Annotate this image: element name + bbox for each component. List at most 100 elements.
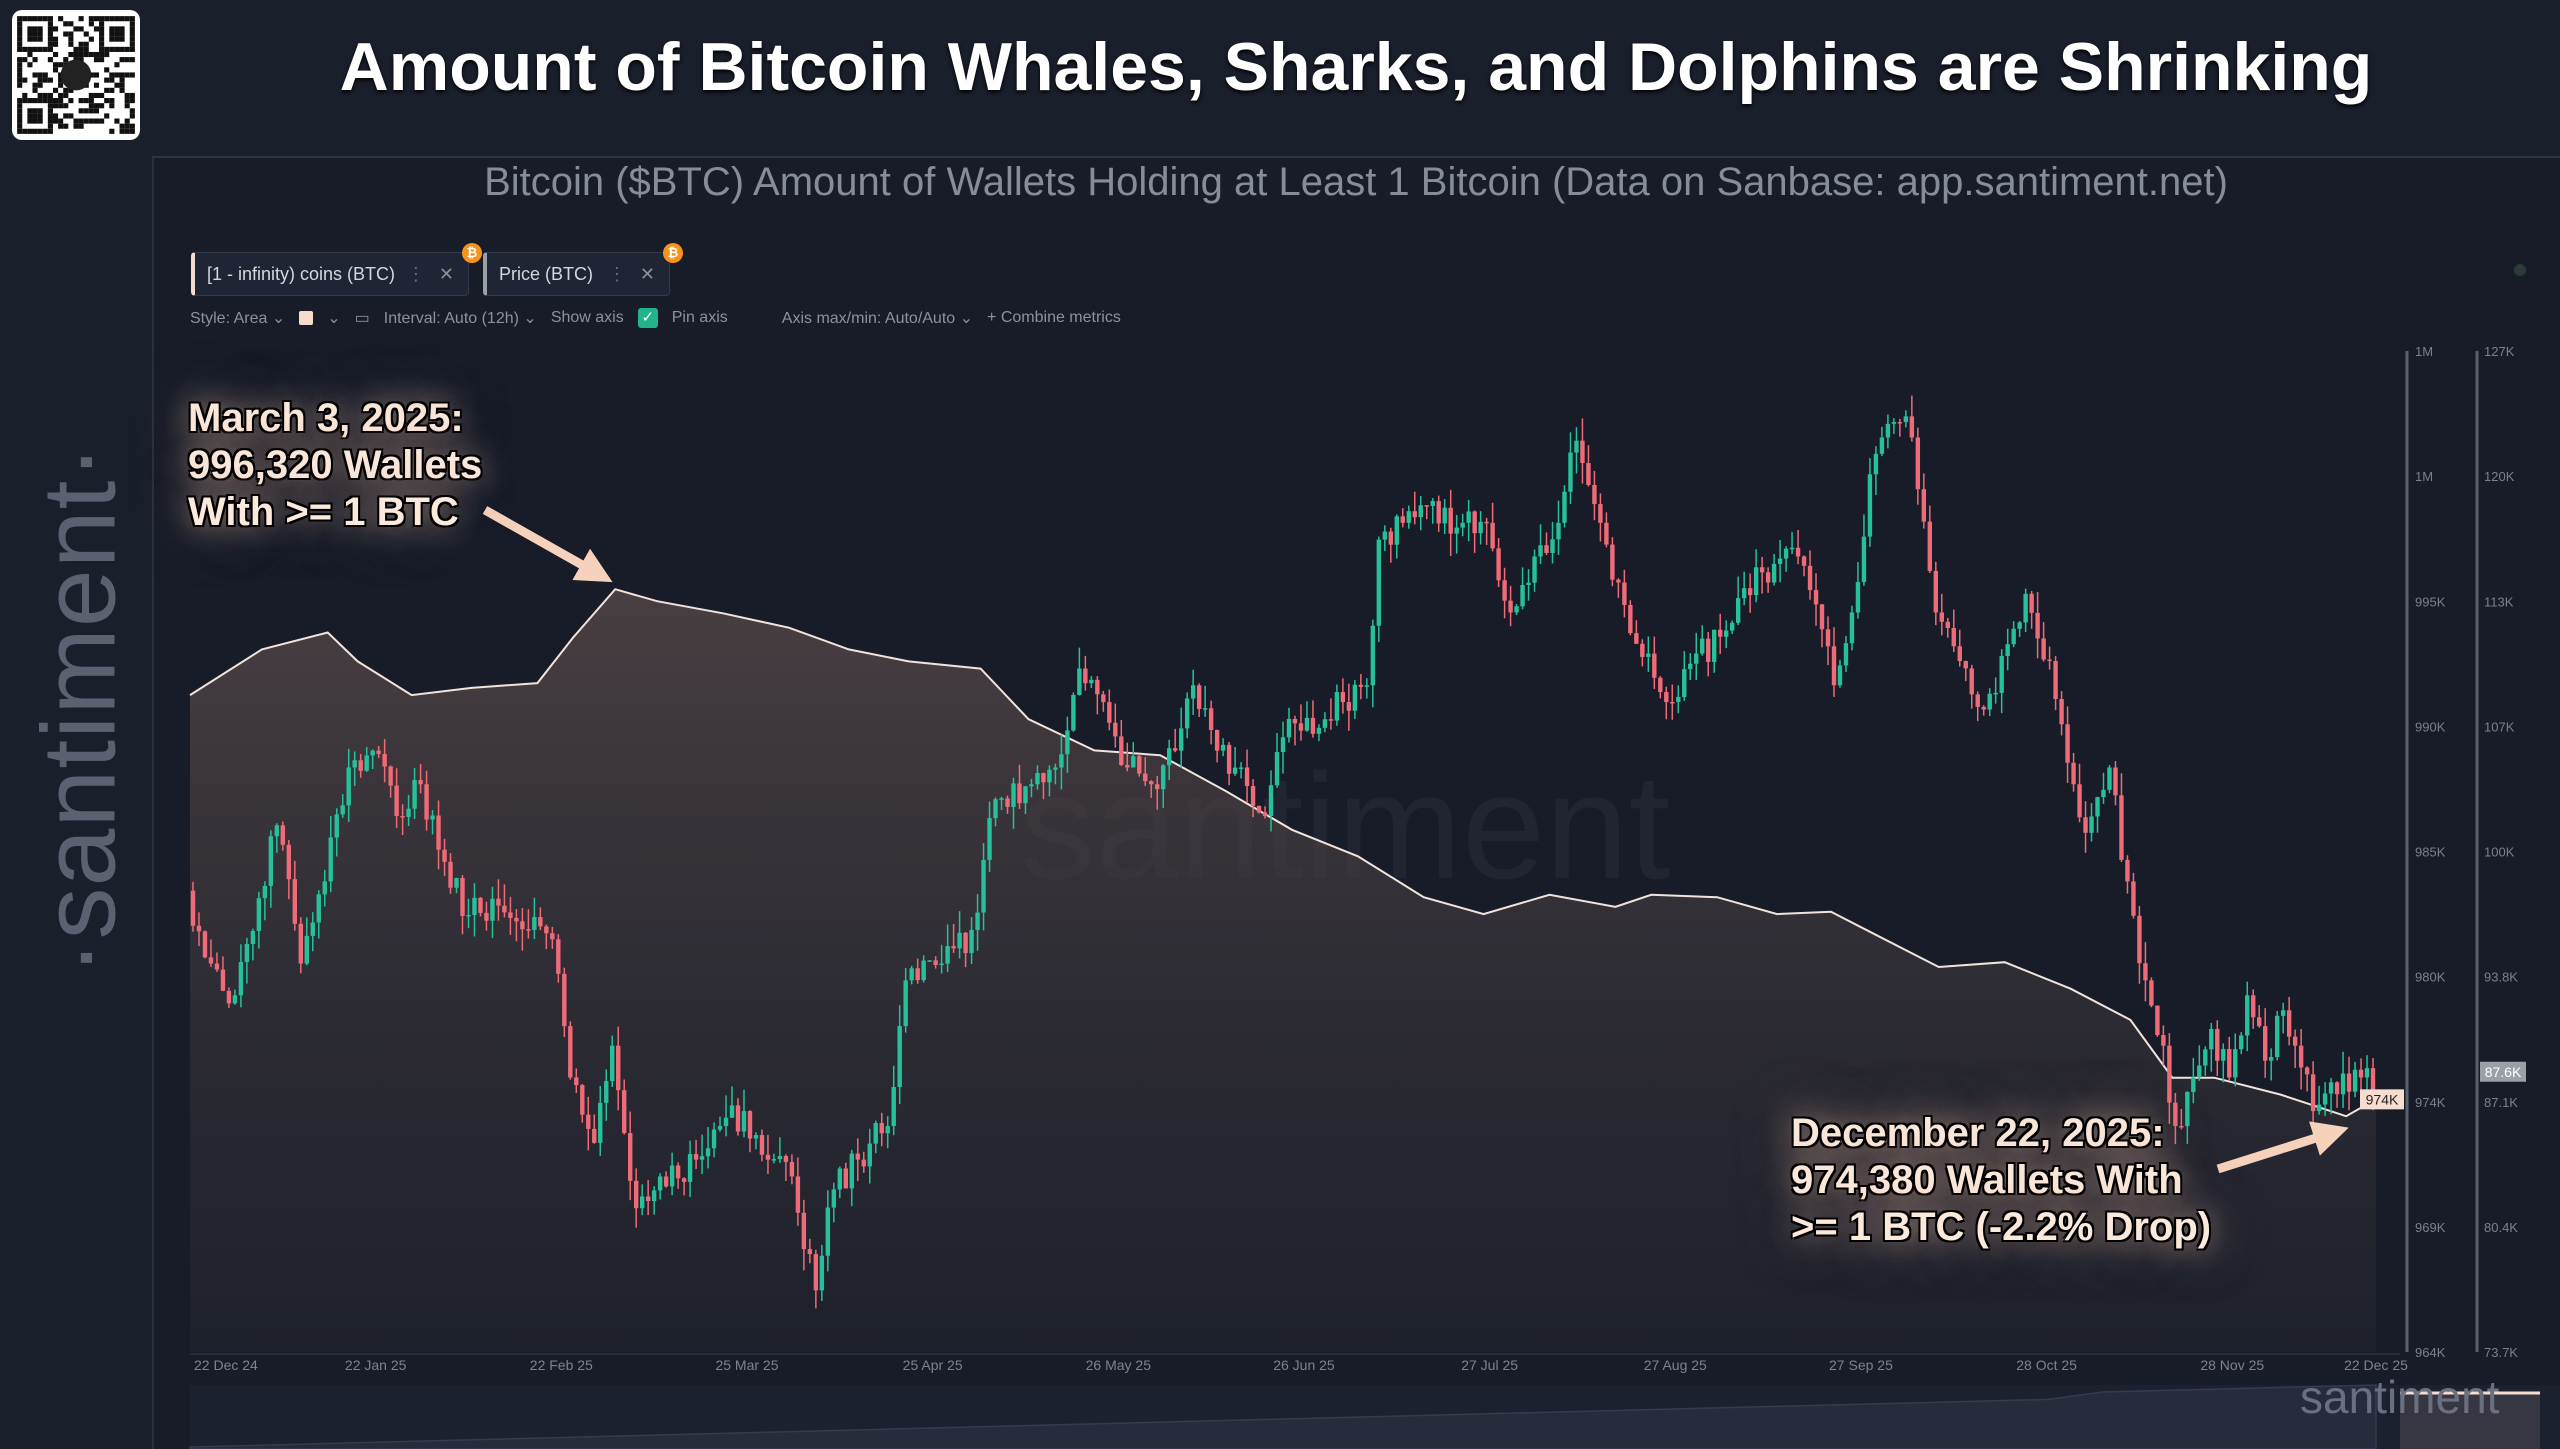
x-axis-tick-label: 25 Apr 25 bbox=[903, 1357, 963, 1373]
price-candle bbox=[622, 1079, 627, 1135]
price-candle bbox=[532, 897, 537, 940]
candle-body bbox=[981, 859, 986, 913]
candle-body bbox=[346, 767, 351, 806]
price-candle bbox=[1226, 742, 1232, 786]
pin-axis-toggle[interactable]: Pin axis bbox=[671, 309, 728, 326]
calendar-icon: ▭ bbox=[354, 310, 370, 327]
candle-body bbox=[478, 897, 483, 913]
x-axis-tick-label: 22 Dec 25 bbox=[2344, 1357, 2408, 1373]
candle-body bbox=[1484, 521, 1489, 524]
candle-body bbox=[1346, 702, 1352, 711]
candle-body bbox=[2274, 1015, 2280, 1058]
candle-body bbox=[214, 963, 220, 970]
candle-body bbox=[1586, 463, 1591, 485]
navigator-selection-handle[interactable] bbox=[2400, 1392, 2540, 1449]
price-candle bbox=[436, 800, 441, 870]
candle-body bbox=[1831, 646, 1837, 686]
candle-body bbox=[975, 912, 980, 930]
price-candle bbox=[873, 1120, 878, 1154]
price-candle bbox=[1442, 499, 1447, 535]
candle-body bbox=[2059, 698, 2064, 725]
price-candle bbox=[1825, 616, 1831, 666]
price-candle bbox=[1322, 712, 1328, 733]
price-candle bbox=[879, 1112, 884, 1147]
candle-body bbox=[466, 914, 471, 917]
close-icon[interactable]: ✕ bbox=[639, 263, 655, 284]
candle-body bbox=[2245, 995, 2250, 1036]
more-options-icon[interactable]: ⋮ bbox=[607, 263, 626, 284]
candle-body bbox=[238, 962, 244, 996]
candle-body bbox=[1005, 798, 1010, 807]
candle-body bbox=[2358, 1069, 2364, 1078]
combine-metrics-button[interactable]: + Combine metrics bbox=[987, 309, 1121, 327]
candle-body bbox=[1759, 567, 1765, 573]
annotation-latest: December 22, 2025: 974,380 Wallets With … bbox=[1791, 1110, 2211, 1251]
candle-body bbox=[759, 1135, 765, 1155]
candle-body bbox=[1328, 719, 1334, 721]
price-candle bbox=[1196, 683, 1202, 717]
price-candle bbox=[286, 839, 292, 900]
color-swatch[interactable] bbox=[299, 311, 314, 325]
sidebar bbox=[0, 0, 154, 1449]
chevron-down-icon[interactable]: ⌄ bbox=[327, 310, 341, 327]
show-axis-checkbox[interactable]: ✓ bbox=[637, 308, 658, 328]
candle-body bbox=[945, 946, 950, 964]
price-candle bbox=[544, 924, 549, 950]
candle-body bbox=[1454, 527, 1459, 534]
candle-body bbox=[2053, 661, 2058, 699]
style-dropdown[interactable]: Style: Area ⌄ bbox=[190, 308, 285, 328]
price-candle bbox=[2346, 1056, 2352, 1111]
price-candle bbox=[1891, 418, 1897, 434]
candle-body bbox=[2131, 881, 2136, 916]
candle-body bbox=[1646, 653, 1651, 657]
candle-body bbox=[1861, 536, 1867, 583]
price-candle bbox=[915, 958, 920, 984]
candle-body bbox=[1149, 781, 1154, 785]
candle-body bbox=[2328, 1082, 2334, 1094]
candle-body bbox=[1466, 511, 1471, 523]
tab-wallets-metric[interactable]: [1 - infinity) coins (BTC) ⋮ ✕ ₿ bbox=[191, 243, 482, 296]
price-candle bbox=[2233, 1033, 2238, 1087]
tab-label: Price (BTC) bbox=[499, 263, 593, 284]
candle-body bbox=[699, 1156, 705, 1160]
left-axis-tick-label: 995K bbox=[2415, 594, 2446, 609]
more-options-icon[interactable]: ⋮ bbox=[406, 263, 425, 284]
price-candle bbox=[1304, 701, 1310, 732]
candle-body bbox=[1837, 665, 1843, 686]
price-candle bbox=[2203, 1046, 2208, 1077]
candle-body bbox=[657, 1176, 663, 1191]
candle-body bbox=[1202, 708, 1208, 710]
tab-price-metric[interactable]: Price (BTC) ⋮ ✕ ₿ bbox=[483, 243, 683, 296]
price-candle bbox=[1927, 505, 1933, 574]
close-icon[interactable]: ✕ bbox=[438, 263, 454, 284]
candle-body bbox=[1095, 679, 1100, 695]
interval-dropdown[interactable]: Interval: Auto (12h) ⌄ bbox=[383, 310, 537, 327]
price-candle bbox=[316, 890, 321, 939]
annotation-line: 996,320 Wallets bbox=[188, 443, 483, 487]
x-axis-tick-label: 26 May 25 bbox=[1086, 1357, 1152, 1373]
price-candle bbox=[460, 875, 465, 935]
price-candle bbox=[358, 753, 363, 778]
candle-body bbox=[2167, 1045, 2172, 1103]
price-candle bbox=[2304, 1066, 2310, 1092]
candle-body bbox=[1789, 547, 1795, 550]
candle-body bbox=[2233, 1049, 2238, 1078]
price-candle bbox=[2185, 1091, 2190, 1144]
price-candle bbox=[1472, 510, 1477, 553]
candle-body bbox=[1406, 511, 1411, 523]
price-candle bbox=[1005, 795, 1010, 814]
candle-body bbox=[669, 1165, 675, 1187]
price-candle bbox=[352, 751, 357, 786]
candle-body bbox=[1268, 785, 1274, 817]
candle-body bbox=[1777, 558, 1783, 564]
x-axis-tick-label: 28 Nov 25 bbox=[2200, 1357, 2264, 1373]
candle-body bbox=[741, 1111, 747, 1132]
price-candle bbox=[1023, 786, 1028, 815]
axis-maxmin-dropdown[interactable]: Axis max/min: Auto/Auto ⌄ bbox=[781, 310, 974, 327]
price-candle bbox=[1095, 676, 1100, 715]
candle-body bbox=[1412, 511, 1417, 518]
price-candle bbox=[1628, 600, 1633, 636]
bitcoin-icon: ₿ bbox=[462, 243, 482, 263]
candle-body bbox=[2125, 859, 2130, 882]
